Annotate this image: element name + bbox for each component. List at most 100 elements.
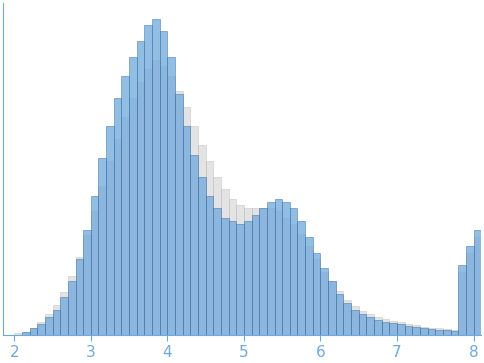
Bar	[458, 265, 466, 335]
Bar	[37, 322, 45, 335]
Bar	[114, 139, 121, 335]
Bar	[53, 305, 60, 335]
Bar	[443, 330, 451, 335]
Bar	[328, 281, 336, 335]
Bar	[83, 231, 91, 335]
Bar	[98, 186, 106, 335]
Bar	[121, 117, 129, 335]
Bar	[435, 330, 443, 335]
Bar	[274, 212, 282, 335]
Bar	[76, 259, 83, 335]
Bar	[76, 257, 83, 335]
Bar	[60, 292, 68, 335]
Bar	[305, 246, 313, 335]
Bar	[114, 98, 121, 335]
Bar	[305, 237, 313, 335]
Bar	[382, 322, 389, 335]
Bar	[98, 158, 106, 335]
Bar	[320, 272, 328, 335]
Bar	[206, 196, 213, 335]
Bar	[374, 320, 382, 335]
Bar	[351, 306, 359, 335]
Bar	[328, 281, 336, 335]
Bar	[443, 330, 451, 335]
Bar	[22, 332, 30, 335]
Bar	[30, 329, 37, 335]
Bar	[175, 94, 182, 335]
Bar	[206, 161, 213, 335]
Bar	[298, 221, 305, 335]
Bar	[267, 208, 274, 335]
Bar	[252, 215, 259, 335]
Bar	[428, 327, 435, 335]
Bar	[344, 300, 351, 335]
Bar	[473, 231, 481, 335]
Bar	[336, 290, 344, 335]
Bar	[68, 281, 76, 335]
Bar	[451, 331, 458, 335]
Bar	[83, 235, 91, 335]
Bar	[481, 218, 484, 335]
Bar	[152, 19, 160, 335]
Bar	[160, 66, 167, 335]
Bar	[359, 314, 366, 335]
Bar	[190, 126, 198, 335]
Bar	[137, 82, 144, 335]
Bar	[420, 328, 428, 335]
Bar	[182, 126, 190, 335]
Bar	[389, 321, 397, 335]
Bar	[198, 145, 206, 335]
Bar	[144, 69, 152, 335]
Bar	[473, 237, 481, 335]
Bar	[68, 276, 76, 335]
Bar	[137, 41, 144, 335]
Bar	[167, 57, 175, 335]
Bar	[221, 189, 228, 335]
Bar	[336, 294, 344, 335]
Bar	[106, 161, 114, 335]
Bar	[121, 76, 129, 335]
Bar	[420, 327, 428, 335]
Bar	[182, 107, 190, 335]
Bar	[451, 330, 458, 335]
Bar	[53, 310, 60, 335]
Bar	[22, 332, 30, 335]
Bar	[259, 208, 267, 335]
Bar	[412, 325, 420, 335]
Bar	[228, 221, 236, 335]
Bar	[466, 246, 473, 335]
Bar	[274, 199, 282, 335]
Bar	[412, 327, 420, 335]
Bar	[351, 310, 359, 335]
Bar	[366, 317, 374, 335]
Bar	[435, 329, 443, 335]
Bar	[298, 234, 305, 335]
Bar	[313, 259, 320, 335]
Bar	[466, 253, 473, 335]
Bar	[259, 208, 267, 335]
Bar	[213, 177, 221, 335]
Bar	[267, 202, 274, 335]
Bar	[290, 224, 298, 335]
Bar	[344, 303, 351, 335]
Bar	[14, 333, 22, 335]
Bar	[397, 322, 405, 335]
Bar	[428, 329, 435, 335]
Bar	[106, 126, 114, 335]
Bar	[282, 202, 290, 335]
Bar	[198, 177, 206, 335]
Bar	[405, 324, 412, 335]
Bar	[129, 98, 137, 335]
Bar	[252, 208, 259, 335]
Bar	[37, 324, 45, 335]
Bar	[359, 311, 366, 335]
Bar	[382, 319, 389, 335]
Bar	[160, 31, 167, 335]
Bar	[458, 272, 466, 335]
Bar	[405, 326, 412, 335]
Bar	[228, 199, 236, 335]
Bar	[190, 155, 198, 335]
Bar	[91, 212, 98, 335]
Bar	[282, 218, 290, 335]
Bar	[129, 57, 137, 335]
